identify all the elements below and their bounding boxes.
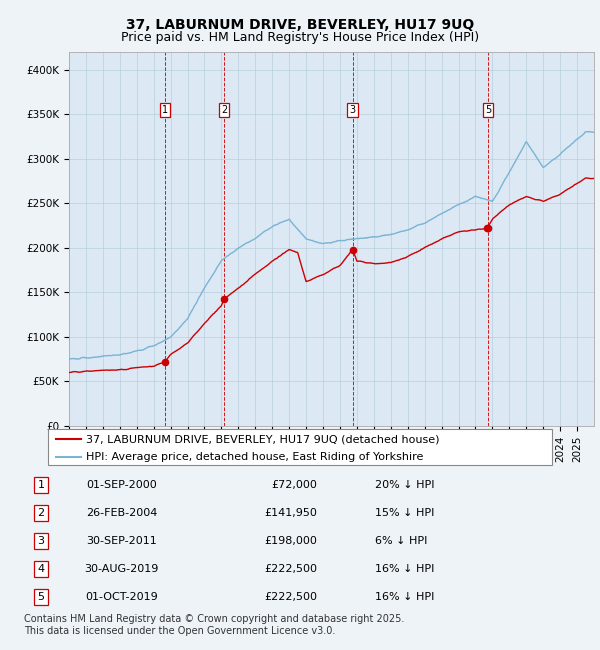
Text: 5: 5	[485, 105, 491, 115]
Text: Price paid vs. HM Land Registry's House Price Index (HPI): Price paid vs. HM Land Registry's House …	[121, 31, 479, 44]
Text: 20% ↓ HPI: 20% ↓ HPI	[375, 480, 434, 490]
Text: 5: 5	[38, 592, 44, 602]
Text: 37, LABURNUM DRIVE, BEVERLEY, HU17 9UQ (detached house): 37, LABURNUM DRIVE, BEVERLEY, HU17 9UQ (…	[86, 434, 439, 444]
Text: 01-SEP-2000: 01-SEP-2000	[86, 480, 157, 490]
FancyBboxPatch shape	[48, 429, 552, 465]
Text: £141,950: £141,950	[265, 508, 317, 518]
Text: 1: 1	[38, 480, 44, 490]
Text: 6% ↓ HPI: 6% ↓ HPI	[375, 536, 427, 546]
Text: 15% ↓ HPI: 15% ↓ HPI	[375, 508, 434, 518]
Text: HPI: Average price, detached house, East Riding of Yorkshire: HPI: Average price, detached house, East…	[86, 452, 423, 462]
Text: 37, LABURNUM DRIVE, BEVERLEY, HU17 9UQ: 37, LABURNUM DRIVE, BEVERLEY, HU17 9UQ	[126, 18, 474, 32]
Text: 2: 2	[37, 508, 44, 518]
Text: 3: 3	[350, 105, 356, 115]
Text: 30-SEP-2011: 30-SEP-2011	[86, 536, 157, 546]
Text: 2: 2	[221, 105, 227, 115]
Text: 1: 1	[162, 105, 168, 115]
Text: £72,000: £72,000	[272, 480, 317, 490]
Text: 3: 3	[38, 536, 44, 546]
Text: 16% ↓ HPI: 16% ↓ HPI	[375, 564, 434, 574]
Text: £198,000: £198,000	[265, 536, 317, 546]
Text: 4: 4	[37, 564, 44, 574]
Text: 16% ↓ HPI: 16% ↓ HPI	[375, 592, 434, 602]
Text: £222,500: £222,500	[265, 592, 317, 602]
Text: 01-OCT-2019: 01-OCT-2019	[85, 592, 158, 602]
Text: £222,500: £222,500	[265, 564, 317, 574]
Text: 26-FEB-2004: 26-FEB-2004	[86, 508, 157, 518]
Text: Contains HM Land Registry data © Crown copyright and database right 2025.
This d: Contains HM Land Registry data © Crown c…	[24, 614, 404, 636]
Text: 30-AUG-2019: 30-AUG-2019	[85, 564, 159, 574]
